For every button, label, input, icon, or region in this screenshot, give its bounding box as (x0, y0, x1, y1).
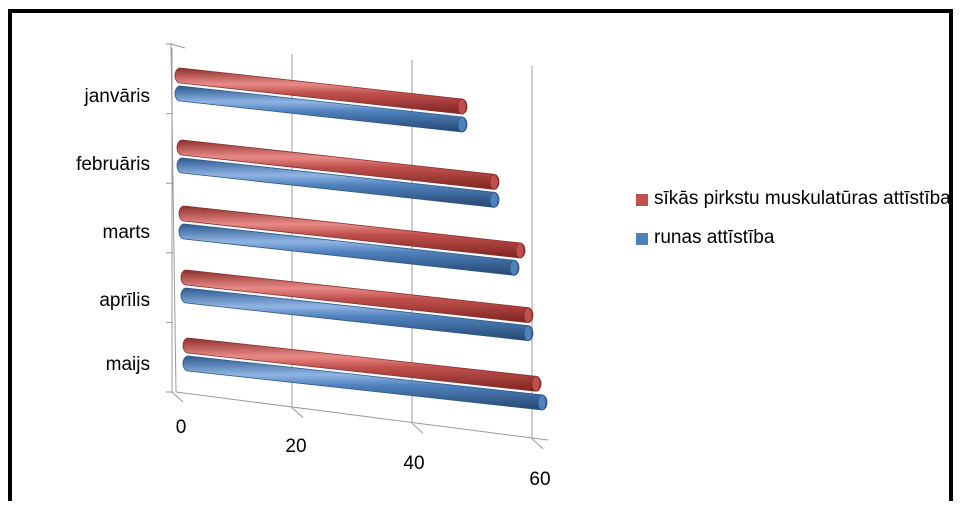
legend-item-series-2: runas attīstība (636, 227, 956, 255)
category-label-2: marts (103, 222, 151, 243)
bar-cap-red-2 (515, 242, 525, 259)
category-label-0: janvāris (84, 86, 150, 107)
chart-legend: sīkās pirkstu muskulatūras attīstība run… (636, 188, 956, 255)
x-axis-line (175, 391, 549, 441)
floor-gridline-0 (171, 391, 184, 403)
chart-labels: janvāris februāris marts aprīlis maijs 0 20 40 6… (76, 86, 550, 490)
category-label-3: aprīlis (99, 290, 150, 311)
legend-swatch-series-1 (636, 194, 648, 206)
legend-swatch-series-2 (636, 233, 648, 245)
bar-cap-blue-1 (489, 191, 499, 208)
legend-label-series-2: runas attīstība (654, 227, 775, 248)
bar-cap-red-3 (523, 307, 533, 324)
top-left-edge (170, 43, 186, 49)
chart-bars (174, 67, 548, 411)
x-tick-label-0: 0 (176, 417, 187, 438)
category-label-4: maijs (106, 354, 150, 375)
bar-cap-red-4 (531, 375, 541, 392)
legend-label-series-1: sīkās pirkstu muskulatūras attīstība (654, 188, 951, 209)
bar-cap-red-1 (489, 173, 499, 190)
bar-cap-blue-2 (509, 259, 519, 276)
floor-gridline-60 (531, 438, 544, 450)
bar-cap-blue-3 (523, 325, 533, 342)
bar-cap-blue-0 (457, 116, 467, 133)
x-tick-label-20: 20 (285, 436, 306, 457)
legend-item-series-1: sīkās pirkstu muskulatūras attīstība (636, 188, 956, 216)
category-label-1: februāris (76, 154, 150, 175)
y-axis-line (170, 43, 177, 393)
x-tick-label-60: 60 (529, 469, 550, 490)
x-tick-label-40: 40 (403, 453, 424, 474)
floor-gridline-40 (411, 422, 424, 434)
chart-frame (8, 9, 953, 501)
bar-cap-red-0 (457, 98, 467, 115)
bar-cap-blue-4 (537, 394, 547, 411)
floor-gridline-20 (291, 407, 304, 418)
